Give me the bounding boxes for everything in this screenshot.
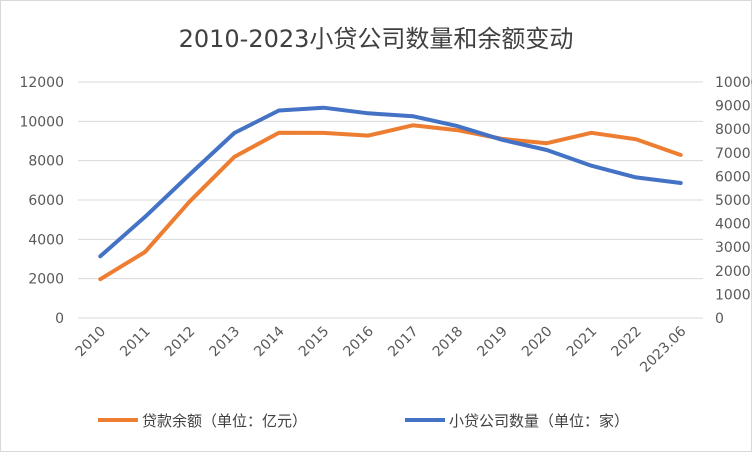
y-right-tick-label: 3000 [715,240,751,256]
chart-title: 2010-2023小贷公司数量和余额变动 [179,25,574,53]
y-right-tick-label: 9000 [715,99,751,115]
legend-label: 小贷公司数量（单位：家） [449,412,629,430]
y-right-tick-label: 10000 [715,75,752,91]
y-right-tick-label: 2000 [715,264,751,280]
y-left-tick-label: 10000 [19,114,64,130]
legend-label: 贷款余额（单位：亿元） [142,412,307,430]
y-left-tick-label: 12000 [19,75,64,91]
y-right-tick-label: 6000 [715,169,751,185]
y-left-tick-label: 6000 [28,193,64,209]
y-left-tick-label: 4000 [28,232,64,248]
y-right-tick-label: 4000 [715,217,751,233]
y-right-tick-label: 1000 [715,287,751,303]
series-line-1 [98,105,683,259]
y-left-tick-label: 8000 [28,154,64,170]
y-right-tick-label: 7000 [715,146,751,162]
series-line-0 [98,123,683,282]
y-left-tick-label: 2000 [28,272,64,288]
y-right-tick-label: 0 [715,311,724,327]
y-left-tick-label: 0 [55,311,64,327]
y-right-tick-label: 8000 [715,122,751,138]
y-right-tick-label: 5000 [715,193,751,209]
